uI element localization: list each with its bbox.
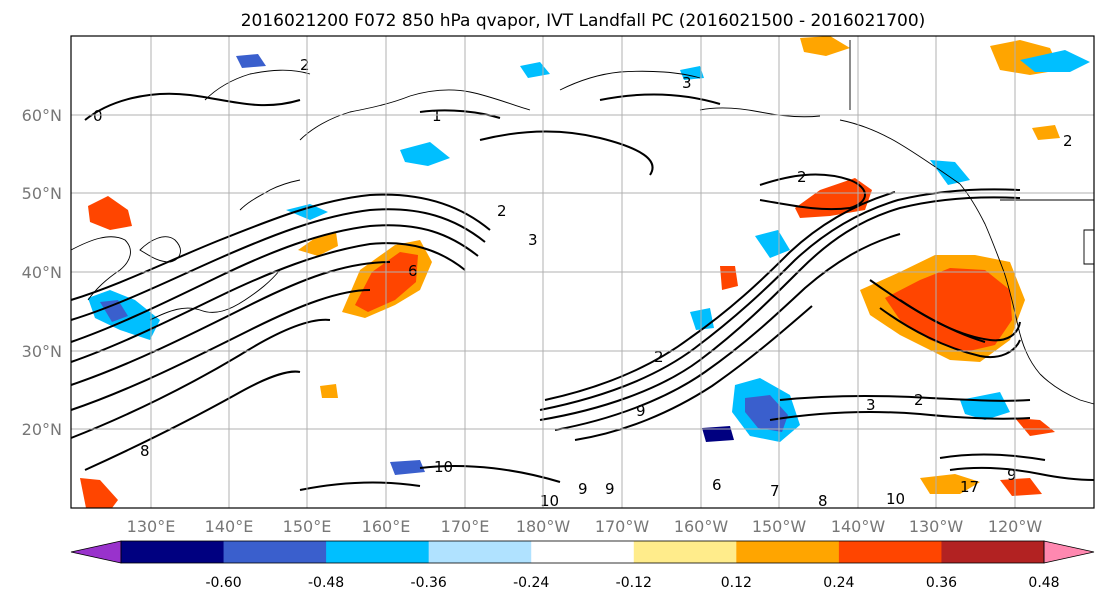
- colorbar-tick-label: -0.12: [616, 575, 652, 591]
- contour-label: 2: [914, 391, 924, 409]
- longitude-label: 150°W: [752, 517, 807, 536]
- contour-label: 6: [408, 262, 418, 280]
- contour-labels: 0 1 2 3 6 2 3 2 9 2 3 2 10 9 8 9 10 17 6…: [93, 56, 1073, 510]
- colorbar-tick-label: -0.24: [513, 575, 549, 591]
- colorbar-low-extension: [70, 540, 122, 564]
- colorbar-segment: [736, 541, 840, 563]
- colorbar-segment: [223, 541, 327, 563]
- contour-label: 6: [712, 476, 722, 494]
- longitude-label: 170°E: [441, 517, 490, 536]
- longitude-labels: 130°E 140°E 150°E 160°E 170°E 180°W 170°W 160°W…: [127, 517, 1043, 536]
- colorbar-frame: [120, 540, 1045, 564]
- contour-label: 9: [1007, 466, 1017, 484]
- colorbar-segment: [326, 541, 430, 563]
- colorbar-segment: [531, 541, 635, 563]
- contour-label: 2: [300, 56, 310, 74]
- contour-label: 10: [540, 492, 559, 510]
- colorbar-tick-label: -0.60: [205, 575, 241, 591]
- longitude-label: 160°E: [362, 517, 411, 536]
- map-frame: [70, 35, 1095, 509]
- latitude-label: 30°N: [22, 342, 62, 361]
- longitude-label: 150°E: [283, 517, 332, 536]
- contour-label: 3: [866, 396, 876, 414]
- contour-label: 0: [93, 107, 103, 125]
- colorbar-segment: [121, 541, 225, 563]
- contour-label: 10: [434, 458, 453, 476]
- longitude-label: 160°W: [674, 517, 729, 536]
- contour-label: 9: [578, 480, 588, 498]
- colorbar-segment: [633, 541, 737, 563]
- longitude-label: 140°E: [205, 517, 254, 536]
- longitude-label: 180°W: [516, 517, 571, 536]
- latitude-labels: 60°N 50°N 40°N 30°N 20°N: [22, 106, 62, 439]
- positive-anomaly-shading: [80, 36, 1060, 508]
- contour-label: 17: [960, 478, 979, 496]
- contour-label: 3: [682, 74, 692, 92]
- plot-title: 2016021200 F072 850 hPa qvapor, IVT Land…: [241, 11, 926, 31]
- contour-label: 9: [605, 480, 615, 498]
- contour-label: 2: [797, 168, 807, 186]
- contour-label: 7: [770, 482, 780, 500]
- colorbar-tick-label: 0.12: [721, 575, 752, 591]
- longitude-label: 140°W: [831, 517, 886, 536]
- contour-label: 8: [818, 492, 828, 510]
- longitude-label: 130°E: [127, 517, 176, 536]
- gridlines: [71, 36, 1094, 508]
- contour-label: 9: [636, 402, 646, 420]
- contour-label: 2: [1063, 132, 1073, 150]
- longitude-label: 120°W: [988, 517, 1043, 536]
- colorbar-tick-label: -0.36: [411, 575, 447, 591]
- latitude-label: 50°N: [22, 184, 62, 203]
- map-panel: 0 1 2 3 6 2 3 2 9 2 3 2 10 9 8 9 10 17 6…: [70, 35, 1095, 510]
- colorbar-tick-label: 0.24: [823, 575, 854, 591]
- contour-label: 10: [886, 490, 905, 508]
- colorbar-segment: [428, 541, 532, 563]
- colorbar-tick-label: 0.48: [1028, 575, 1059, 591]
- longitude-label: 130°W: [909, 517, 964, 536]
- colorbar: -0.60 -0.48 -0.36 -0.24 -0.12 0.12 0.24 0.36 0.4…: [70, 540, 1095, 591]
- colorbar-tick-label: -0.48: [308, 575, 344, 591]
- colorbar-high-extension: [1043, 540, 1095, 564]
- latitude-label: 60°N: [22, 106, 62, 125]
- colorbar-segment: [838, 541, 942, 563]
- contour-label: 2: [497, 202, 507, 220]
- latitude-label: 20°N: [22, 420, 62, 439]
- colorbar-segment: [941, 541, 1045, 563]
- contour-label: 1: [432, 107, 442, 125]
- colorbar-tick-label: 0.36: [926, 575, 957, 591]
- contour-label: 8: [140, 442, 150, 460]
- latitude-label: 40°N: [22, 263, 62, 282]
- longitude-label: 170°W: [595, 517, 650, 536]
- contour-label: 2: [654, 348, 664, 366]
- contour-label: 3: [528, 231, 538, 249]
